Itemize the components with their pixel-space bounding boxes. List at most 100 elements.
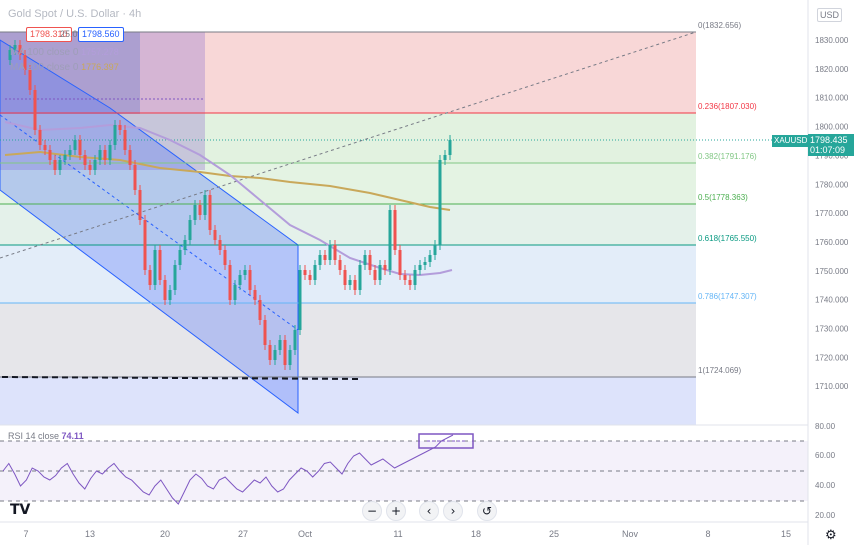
scroll-back-button[interactable]: ‹ xyxy=(419,501,439,521)
time-tick-label: 25 xyxy=(549,529,559,539)
candle-body xyxy=(128,150,132,165)
candle-body xyxy=(118,125,122,130)
candle-body xyxy=(48,150,52,160)
tradingview-logo[interactable]: TV xyxy=(10,502,31,518)
bid-price-box[interactable]: 1798.310 xyxy=(26,27,72,42)
fib-zone-0618-0786 xyxy=(0,245,696,303)
price-tick-label: 1820.000 xyxy=(815,65,849,74)
rsi-axis[interactable]: 80.00 60.00 40.00 20.00 xyxy=(815,422,836,520)
time-tick-label: 18 xyxy=(471,529,481,539)
candle-body xyxy=(443,155,447,160)
candle-body xyxy=(113,125,117,145)
candle-body xyxy=(438,160,442,245)
rsi-highlight-box[interactable] xyxy=(418,433,474,449)
candle-body xyxy=(33,90,37,130)
fib-zone-0-0236 xyxy=(0,32,696,113)
candle-body xyxy=(43,145,47,150)
ma200-line[interactable] xyxy=(4,150,451,211)
support-line[interactable] xyxy=(1,376,363,380)
time-tick-label: 15 xyxy=(781,529,791,539)
candle-body xyxy=(188,220,192,240)
zoom-out-button[interactable]: − xyxy=(362,501,382,521)
candle-body xyxy=(153,250,157,285)
candle-body xyxy=(208,195,212,230)
candle-body xyxy=(333,245,337,260)
ma200-legend[interactable]: MA 200 close 0 1776.397 xyxy=(10,62,119,73)
candle-body xyxy=(88,165,92,170)
fib-labels: 0(1832.656) 0.236(1807.030) 0.382(1791.176… xyxy=(698,21,757,375)
currency-badge[interactable]: USD xyxy=(817,8,843,22)
fib-label: 0.618(1765.550) xyxy=(698,234,757,243)
last-price: 1798.435 xyxy=(810,135,848,145)
descending-channel[interactable] xyxy=(0,39,299,414)
candle-body xyxy=(73,140,77,150)
scroll-forward-button[interactable]: › xyxy=(443,501,463,521)
candle-body xyxy=(433,245,437,255)
price-tick-label: 1770.000 xyxy=(815,209,849,218)
time-tick-label: Nov xyxy=(622,529,639,539)
candle-body xyxy=(243,270,247,275)
price-tick-label: 1760.000 xyxy=(815,238,849,247)
candle-body xyxy=(358,265,362,290)
candle-body xyxy=(423,262,427,265)
candle-body xyxy=(308,275,312,280)
candle-body xyxy=(163,280,167,300)
fib-zones xyxy=(0,32,696,425)
candles[interactable] xyxy=(8,40,452,370)
candle-body xyxy=(108,145,112,160)
candle-body xyxy=(353,280,357,290)
price-tick-label: 1710.000 xyxy=(815,382,849,391)
price-tick-label: 1830.000 xyxy=(815,36,849,45)
price-axis[interactable]: 1830.0001820.0001810.0001800.0001790.000… xyxy=(815,36,849,391)
time-tick-label: Oct xyxy=(298,529,313,539)
fib-trendline[interactable] xyxy=(0,31,697,259)
fib-zone-0382-05 xyxy=(0,163,696,204)
candle-body xyxy=(418,265,422,270)
time-axis[interactable]: 7 13 20 27 Oct 11 18 25 Nov 8 15 xyxy=(23,529,791,539)
candle-body xyxy=(133,165,137,190)
time-tick-label: 8 xyxy=(705,529,710,539)
candle-body xyxy=(178,250,182,265)
candle-body xyxy=(393,210,397,250)
reset-chart-button[interactable]: ↺ xyxy=(477,501,497,521)
candle-body xyxy=(148,270,152,285)
candle-body xyxy=(8,50,12,60)
fib-zone-05-0618 xyxy=(0,204,696,245)
candle-body xyxy=(428,255,432,262)
zoom-in-button[interactable]: + xyxy=(386,501,406,521)
candle-body xyxy=(63,155,67,160)
candle-body xyxy=(143,220,147,270)
candle-body xyxy=(288,350,292,365)
rsi-tick-label: 80.00 xyxy=(815,422,836,431)
candle-countdown: 01:07:09 xyxy=(810,145,846,155)
candle-body xyxy=(53,160,57,170)
rsi-value: 74.11 xyxy=(61,431,84,441)
ma100-line[interactable] xyxy=(4,121,453,277)
fib-label: 1(1724.069) xyxy=(698,366,741,375)
candle-body xyxy=(218,240,222,250)
ask-price-box[interactable]: 1798.560 xyxy=(78,27,124,42)
rsi-legend[interactable]: RSI 14 close 74.11 xyxy=(8,431,84,441)
ma100-legend[interactable]: MA 100 close 0 1757.278 xyxy=(10,47,119,58)
rsi-line[interactable] xyxy=(2,434,454,505)
candle-body xyxy=(168,290,172,300)
candle-body xyxy=(138,190,142,220)
candle-body xyxy=(263,320,267,345)
candle-body xyxy=(68,150,72,155)
candle-body xyxy=(408,280,412,285)
price-tick-label: 1750.000 xyxy=(815,267,849,276)
gear-icon[interactable]: ⚙ xyxy=(825,527,837,542)
candle-body xyxy=(363,255,367,265)
candle-body xyxy=(348,280,352,285)
candle-body xyxy=(203,195,207,215)
candle-body xyxy=(378,265,382,280)
candle-body xyxy=(103,150,107,160)
candle-body xyxy=(23,55,27,70)
candle-body xyxy=(78,140,82,155)
price-tick-label: 1800.000 xyxy=(815,123,849,132)
last-price-tag: 1798.435 01:07:09 xyxy=(808,134,854,156)
candle-body xyxy=(313,265,317,280)
candle-body xyxy=(58,160,62,170)
